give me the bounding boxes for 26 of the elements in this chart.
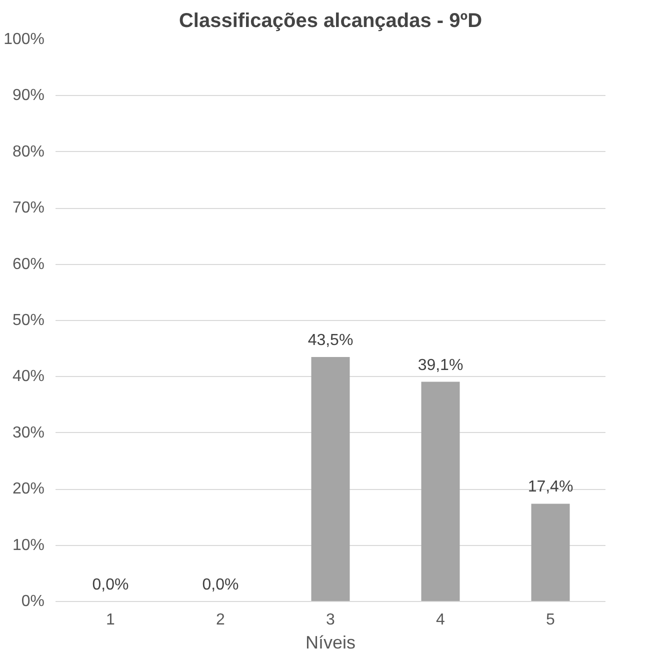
y-tick-label: 0% <box>21 593 44 610</box>
y-tick-label: 70% <box>12 200 45 217</box>
data-label: 0,0% <box>202 576 239 594</box>
data-label: 0,0% <box>92 576 129 594</box>
x-tick-label: 4 <box>436 612 446 628</box>
y-tick-label: 90% <box>12 87 45 104</box>
x-tick-label: 5 <box>546 612 556 628</box>
y-tick-label: 20% <box>12 480 45 498</box>
y-tick-label: 100% <box>4 31 44 48</box>
chart-title: Classificações alcançadas - 9ºD <box>178 10 482 32</box>
x-tick-label: 1 <box>106 612 116 628</box>
y-tick-label: 60% <box>12 256 45 273</box>
y-tick-label: 50% <box>12 312 45 329</box>
data-label: 17,4% <box>528 478 574 496</box>
x-tick-label: 2 <box>216 612 226 628</box>
bar <box>531 504 570 602</box>
y-tick-label: 10% <box>12 536 45 554</box>
y-tick-label: 80% <box>12 143 45 160</box>
data-label: 43,5% <box>308 332 354 350</box>
data-label: 39,1% <box>418 356 464 374</box>
y-tick-label: 30% <box>12 424 45 442</box>
bar <box>421 382 460 602</box>
y-tick-label: 40% <box>12 368 45 386</box>
bar <box>311 357 350 602</box>
x-axis-title: Níveis <box>305 632 356 652</box>
x-tick-label: 3 <box>326 612 336 628</box>
